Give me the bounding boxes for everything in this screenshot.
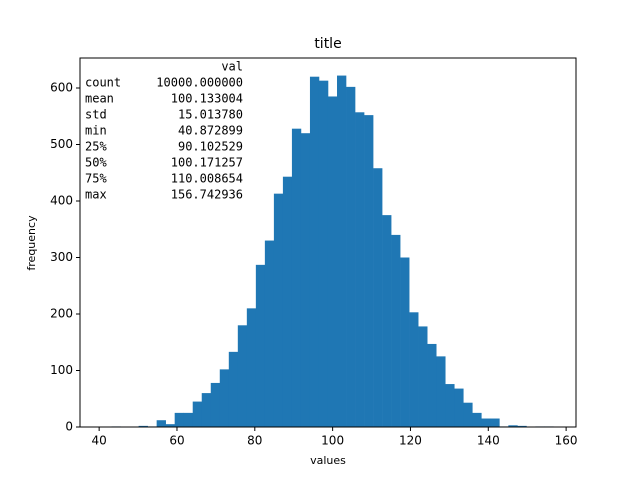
stats-value: 10000.000000	[156, 76, 243, 90]
stats-label: mean	[85, 92, 114, 106]
bar	[327, 96, 338, 427]
stats-value: 100.133004	[171, 92, 243, 106]
stats-value: 156.742936	[171, 188, 243, 202]
bar	[201, 393, 212, 427]
bar	[454, 388, 464, 427]
stats-label: count	[85, 76, 121, 90]
bar	[490, 418, 500, 427]
bar	[273, 193, 284, 427]
chart-title: title	[314, 36, 341, 52]
x-axis-label: values	[310, 454, 346, 467]
bar	[183, 412, 194, 427]
axes-frame	[79, 57, 577, 428]
y-tick-label: 400	[50, 194, 73, 208]
stats-value: 110.008654	[171, 172, 243, 186]
bar	[291, 128, 302, 427]
bar	[508, 425, 518, 427]
bar	[463, 402, 473, 427]
y-tick-label: 300	[50, 250, 73, 264]
bar	[264, 240, 275, 427]
bar	[391, 234, 401, 427]
bar	[282, 176, 293, 427]
x-tick-label: 60	[169, 434, 184, 448]
bar	[228, 351, 239, 427]
stats-label: min	[85, 124, 107, 138]
bar	[337, 75, 347, 428]
bar	[210, 382, 221, 427]
stats-value: 100.171257	[171, 156, 243, 170]
stats-label: std	[85, 108, 107, 122]
bar	[409, 312, 419, 427]
bar	[219, 369, 230, 427]
bar	[300, 133, 311, 428]
bar	[481, 418, 491, 427]
bar	[346, 86, 356, 427]
bar	[255, 264, 266, 427]
bar	[517, 425, 527, 427]
y-tick-label: 100	[50, 363, 73, 377]
bar	[237, 325, 248, 427]
stats-value: 90.102529	[178, 140, 243, 154]
bar	[373, 168, 383, 427]
y-tick-label: 200	[50, 307, 73, 321]
stats-label: 75%	[85, 172, 107, 186]
stats-label: 25%	[85, 140, 107, 154]
bar	[156, 420, 166, 427]
bar	[138, 425, 148, 427]
bar	[174, 412, 185, 427]
y-tick-label: 500	[50, 137, 73, 151]
x-tick-label: 120	[399, 434, 422, 448]
bar	[400, 257, 410, 427]
bar	[309, 76, 320, 428]
x-tick-label: 160	[555, 434, 578, 448]
x-tick-label: 100	[321, 434, 344, 448]
bar	[436, 356, 446, 427]
y-tick-label: 600	[50, 81, 73, 95]
y-axis-label: frequency	[25, 215, 38, 271]
bar	[246, 308, 257, 427]
stats-header: val	[221, 60, 243, 74]
bar	[192, 401, 203, 427]
bar	[318, 80, 329, 428]
x-tick-label: 40	[92, 434, 107, 448]
bar	[427, 343, 437, 427]
bar	[364, 115, 374, 427]
y-tick-label: 0	[65, 420, 73, 434]
bar	[418, 326, 428, 427]
stats-label: 50%	[85, 156, 107, 170]
stats-value: 15.013780	[178, 108, 243, 122]
x-tick-label: 140	[477, 434, 500, 448]
bar	[382, 215, 392, 427]
x-tick-label: 80	[247, 434, 262, 448]
stats-label: max	[85, 188, 107, 202]
bar	[165, 424, 175, 427]
bar	[472, 412, 482, 427]
bar	[445, 384, 455, 427]
stats-value: 40.872899	[178, 124, 243, 138]
bar	[355, 112, 365, 428]
